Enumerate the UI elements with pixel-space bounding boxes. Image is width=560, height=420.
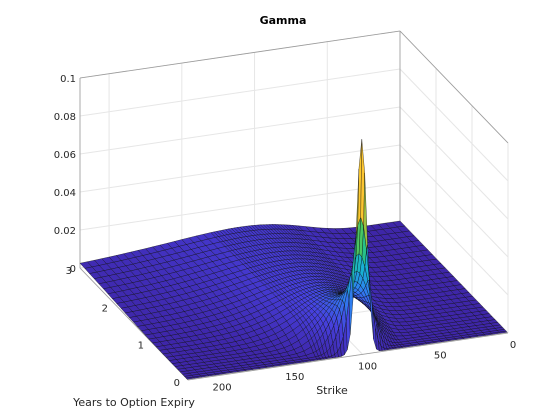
x-tick-label: 150 bbox=[285, 372, 304, 383]
y-tick-label: 3 bbox=[66, 266, 72, 277]
grid-line bbox=[399, 68, 509, 182]
z-tick-label: 0.02 bbox=[54, 226, 76, 237]
x-tick-label: 50 bbox=[434, 351, 447, 362]
x-tick-label: 200 bbox=[213, 383, 232, 394]
y-tick-label: 0 bbox=[174, 378, 180, 389]
y-tick-label: 2 bbox=[102, 303, 108, 314]
gamma-surface bbox=[79, 139, 508, 380]
z-tick-label: 0 bbox=[70, 264, 76, 275]
z-tick-label: 0.1 bbox=[60, 74, 76, 85]
z-tick-label: 0.08 bbox=[54, 112, 76, 123]
surface-patch bbox=[498, 330, 508, 334]
grid-line bbox=[399, 106, 509, 220]
grid-line bbox=[399, 182, 509, 296]
grid-line bbox=[79, 68, 401, 117]
y-axis-label: Years to Option Expiry bbox=[72, 396, 195, 409]
axis-edge bbox=[79, 30, 401, 79]
x-axis-label: Strike bbox=[316, 384, 348, 397]
grid-line bbox=[79, 144, 401, 193]
grid-line bbox=[399, 144, 509, 258]
x-tick-label: 0 bbox=[510, 340, 516, 351]
y-tick-label: 1 bbox=[138, 341, 144, 352]
z-tick-label: 0.04 bbox=[54, 188, 76, 199]
chart-title: Gamma bbox=[260, 14, 307, 27]
axis-edge bbox=[399, 30, 509, 144]
z-tick-label: 0.06 bbox=[54, 150, 76, 161]
grid-line bbox=[79, 106, 401, 155]
tick-labels: 0 0.02 0.04 0.06 0.08 0.1 0 50 100 150 200 0 1 2 3 bbox=[54, 74, 516, 394]
x-tick-label: 100 bbox=[358, 361, 377, 372]
axis-edge bbox=[187, 332, 509, 381]
grid-line bbox=[79, 182, 401, 231]
